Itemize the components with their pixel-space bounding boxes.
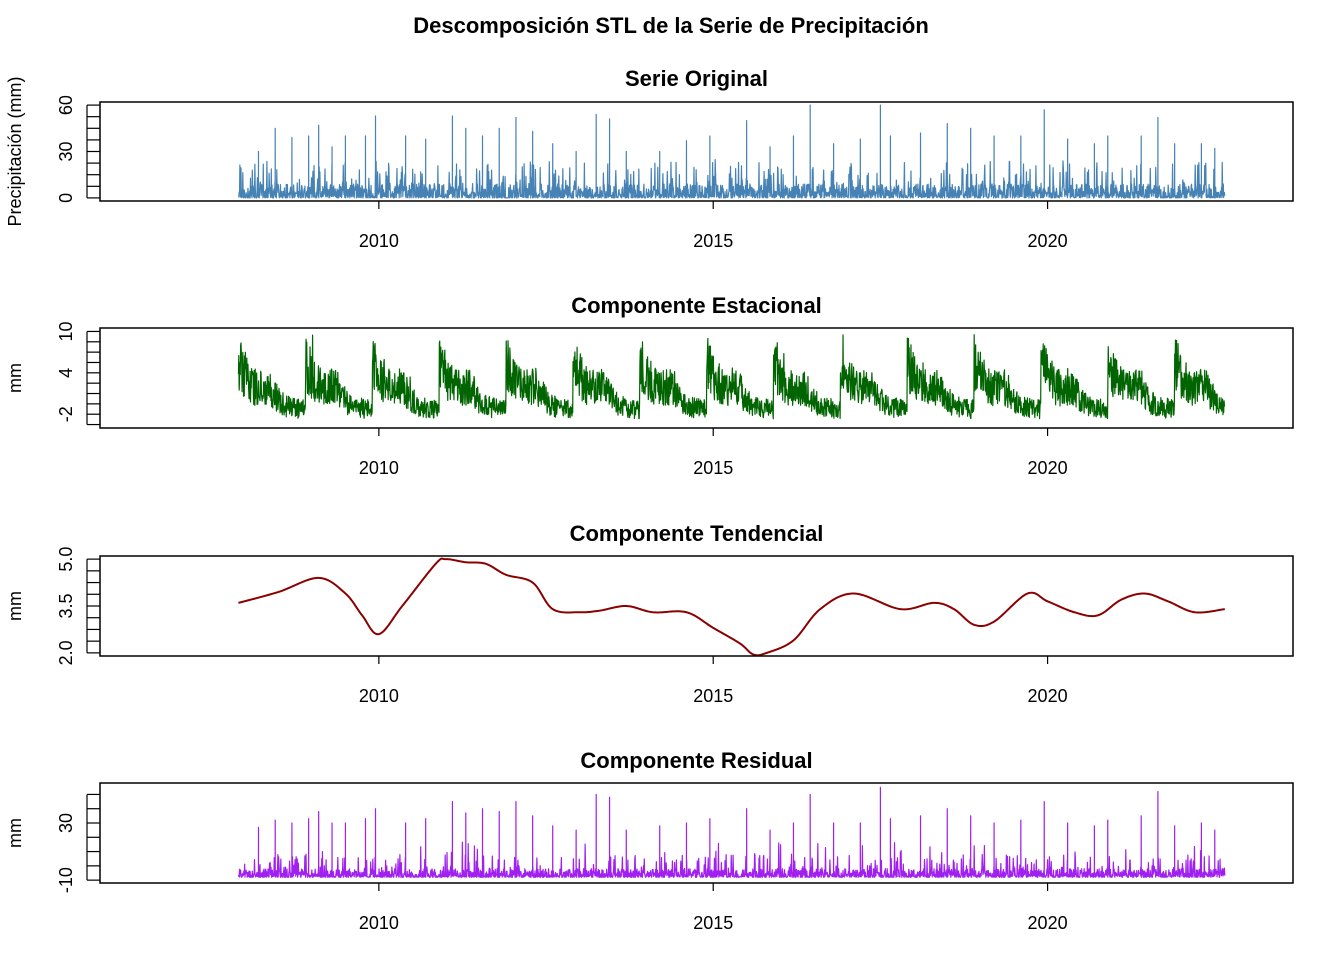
x-tick-label: 2010	[359, 458, 399, 478]
x-tick-label: 2020	[1028, 458, 1068, 478]
y-tick-label: 10	[56, 321, 76, 341]
y-tick-label: 4	[56, 368, 76, 378]
chart-panels: Serie Original 2010 2015 2020 0 30 60 Precipita…	[5, 66, 1294, 933]
panel-title: Componente Tendencial	[570, 521, 824, 546]
panel-2: Componente Estacional 2010 2015 2020 -2 4 10 mm	[5, 293, 1294, 478]
series-line	[237, 334, 1226, 420]
x-tick-label: 2010	[359, 231, 399, 251]
y-tick-label: -2	[56, 406, 76, 422]
plot-frame	[99, 555, 1294, 657]
y-axis-label: mm	[5, 363, 25, 393]
x-tick-label: 2020	[1028, 686, 1068, 706]
panel-title: Componente Residual	[580, 748, 812, 773]
panel-title: Componente Estacional	[571, 293, 822, 318]
y-tick-label: 30	[56, 141, 76, 161]
x-tick-label: 2020	[1028, 231, 1068, 251]
x-tick-label: 2015	[693, 913, 733, 933]
panel-3: Componente Tendencial 2010 2015 2020 2.0 3.5 5…	[5, 521, 1294, 706]
panel-title: Serie Original	[625, 66, 768, 91]
y-axis-label: mm	[5, 818, 25, 848]
figure-title: Descomposición STL de la Serie de Precip…	[413, 13, 929, 38]
y-tick-label: 2.0	[56, 640, 76, 665]
x-tick-label: 2010	[359, 686, 399, 706]
panel-4: Componente Residual 2010 2015 2020 -10 30 mm	[5, 748, 1294, 933]
panel-1: Serie Original 2010 2015 2020 0 30 60 Precipita…	[5, 66, 1294, 251]
y-tick-label: 3.5	[56, 593, 76, 618]
y-axis-label: mm	[5, 591, 25, 621]
y-tick-label: 0	[56, 193, 76, 203]
y-tick-label: 60	[56, 95, 76, 115]
y-tick-label: -10	[56, 867, 76, 893]
series-line	[237, 786, 1226, 878]
plot-frame	[99, 782, 1294, 884]
y-tick-label: 5.0	[56, 547, 76, 572]
series-line	[238, 104, 1226, 199]
x-tick-label: 2010	[359, 913, 399, 933]
x-tick-label: 2015	[693, 686, 733, 706]
x-tick-label: 2015	[693, 231, 733, 251]
plot-frame	[99, 327, 1294, 429]
y-axis-label: Precipitación (mm)	[5, 76, 25, 226]
series-line	[238, 557, 1225, 657]
x-tick-label: 2015	[693, 458, 733, 478]
y-tick-label: 30	[56, 813, 76, 833]
x-tick-label: 2020	[1028, 913, 1068, 933]
